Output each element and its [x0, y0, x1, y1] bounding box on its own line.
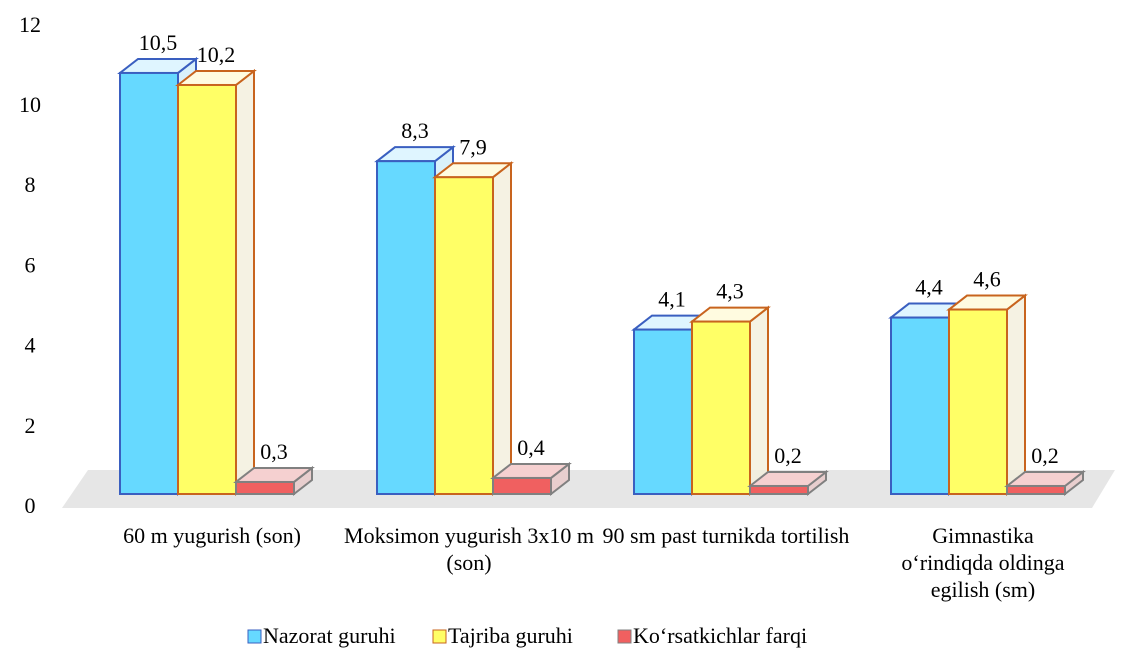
- bar: [691, 320, 751, 495]
- bar: [948, 308, 1008, 496]
- bar-side: [492, 161, 512, 497]
- value-label: 4,4: [915, 275, 943, 300]
- y-tick-label: 10: [19, 92, 41, 117]
- value-label: 0,4: [517, 435, 545, 460]
- bar: [434, 176, 494, 496]
- bar-side: [749, 305, 769, 497]
- y-tick-label: 0: [25, 493, 36, 518]
- bar-side: [235, 68, 255, 497]
- value-label: 4,1: [658, 287, 686, 312]
- x-tick-label: Gimnastika o‘rindiqda oldinga egilish (s…: [901, 523, 1065, 602]
- legend-label: Tajriba guruhi: [448, 623, 573, 648]
- value-label: 10,2: [197, 42, 236, 67]
- y-tick-label: 6: [25, 252, 36, 277]
- value-label: 0,2: [774, 443, 802, 468]
- bar: [633, 328, 693, 495]
- bar: [119, 71, 179, 495]
- bar: [749, 484, 809, 496]
- value-label: 10,5: [139, 30, 178, 55]
- legend-label: Ko‘rsatkichlar farqi: [633, 623, 807, 648]
- legend-label: Nazorat guruhi: [263, 623, 396, 648]
- x-tick-label: 90 sm past turnikda tortilish: [602, 523, 850, 548]
- legend-swatch: [247, 629, 262, 644]
- x-tick-label: 60 m yugurish (son): [123, 523, 301, 548]
- value-label: 8,3: [401, 118, 429, 143]
- value-label: 0,3: [260, 439, 288, 464]
- value-label: 4,3: [716, 279, 744, 304]
- bar: [177, 83, 237, 495]
- bar: [890, 316, 950, 495]
- y-tick-label: 8: [25, 172, 36, 197]
- value-label: 0,2: [1031, 443, 1059, 468]
- y-tick-label: 2: [25, 413, 36, 438]
- legend-swatch: [617, 629, 632, 644]
- value-label: 4,6: [973, 267, 1001, 292]
- bar: [376, 160, 436, 495]
- bar: [235, 480, 295, 496]
- floor: [62, 470, 1115, 508]
- x-tick-label: Moksimon yugurish 3x10 m (son): [344, 523, 594, 575]
- bar: [1006, 484, 1066, 496]
- y-tick-label: 12: [19, 12, 41, 37]
- legend-swatch: [432, 629, 447, 644]
- bar: [492, 476, 552, 495]
- value-label: 7,9: [459, 134, 487, 159]
- bar-side: [1006, 293, 1026, 497]
- y-tick-label: 4: [25, 333, 36, 358]
